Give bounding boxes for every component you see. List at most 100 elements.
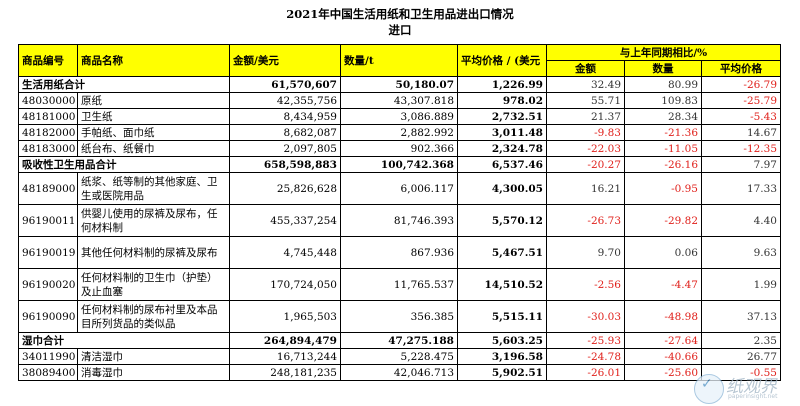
cell-yoy-quantity: -29.82 [624,204,702,237]
cell-yoy-amount: -26.01 [546,364,625,381]
row-total-label: 湿巾合计 [18,332,230,349]
cell-quantity: 6,006.117 [340,172,458,205]
cell-avg-price: 3,011.48 [457,124,547,141]
cell-yoy-amount: 16.21 [546,172,625,205]
cell-quantity: 47,275.188 [340,332,458,349]
watermark-text: 纸观界 [726,377,777,397]
watermark-logo: ✓ 纸观界 paperinsight.net [694,370,794,404]
cell-yoy-price: -0.55 [701,364,781,381]
cell-yoy-amount: -30.03 [546,300,625,333]
cell-amount: 2,097,805 [229,140,341,157]
cell-code: 96190090 [18,300,78,333]
cell-code: 34011990 [18,348,78,365]
table-row: 生活用纸合计 61,570,607 50,180.07 1,226.99 32.49 80… [18,76,781,93]
cell-yoy-quantity: -48.98 [624,300,702,333]
cell-name: 任何材料制的卫生巾（护垫）及止血塞 [77,268,230,301]
cell-quantity: 81,746.393 [340,204,458,237]
table-row: 48182000 手帕纸、面巾纸 8,682,087 2,882.992 3,011.4… [18,124,781,141]
cell-amount: 455,337,254 [229,204,341,237]
page-subtitle: 进口 [388,23,412,37]
cell-amount: 8,434,959 [229,108,341,125]
cell-quantity: 100,742.368 [340,156,458,173]
cell-yoy-price: 17.33 [701,172,781,205]
cell-yoy-quantity: -27.64 [624,332,702,349]
cell-yoy-quantity: -25.60 [624,364,702,381]
cell-yoy-amount: 9.70 [546,236,625,269]
table-row: 湿巾合计 264,894,479 47,275.188 5,603.25 -25.93-… [18,332,781,349]
cell-quantity: 3,086.889 [340,108,458,125]
cell-quantity: 11,765.537 [340,268,458,301]
header-yoy-quantity: 数量 [624,60,702,77]
cell-avg-price: 3,196.58 [457,348,547,365]
cell-code: 48183000 [18,140,78,157]
cell-amount: 170,724,050 [229,268,341,301]
row-total-label: 吸收性卫生用品合计 [18,156,230,173]
table-row: 48030000 原纸 42,355,756 43,307.818 978.02 55.7… [18,92,781,109]
cell-avg-price: 5,603.25 [457,332,547,349]
header-name: 商品名称 [77,44,230,77]
cell-yoy-quantity: -0.95 [624,172,702,205]
cell-yoy-quantity: -40.66 [624,348,702,365]
cell-quantity: 356.385 [340,300,458,333]
cell-avg-price: 2,732.51 [457,108,547,125]
cell-code: 48030000 [18,92,78,109]
table-row: 96190011 供婴儿使用的尿裤及尿布，任何材料制 455,337,254 81,7… [18,204,781,237]
cell-yoy-quantity: -21.36 [624,124,702,141]
cell-yoy-price: -5.43 [701,108,781,125]
header-amount: 金额/美元 [229,44,341,77]
cell-yoy-price: 7.97 [701,156,781,173]
cell-yoy-quantity: -26.16 [624,156,702,173]
cell-avg-price: 1,226.99 [457,76,547,93]
cell-amount: 16,713,244 [229,348,341,365]
watermark-circle-icon [694,374,724,404]
table-row: 吸收性卫生用品合计 658,598,883 100,742.368 6,537.46-… [18,156,781,173]
cell-code: 96190020 [18,268,78,301]
cell-avg-price: 5,515.11 [457,300,547,333]
cell-avg-price: 2,324.78 [457,140,547,157]
cell-name: 其他任何材料制的尿裤及尿布 [77,236,230,269]
cell-quantity: 42,046.713 [340,364,458,381]
cell-avg-price: 14,510.52 [457,268,547,301]
cell-code: 38089400 [18,364,78,381]
cell-amount: 1,965,503 [229,300,341,333]
table-row: 48183000 纸台布、纸餐巾 2,097,805 902.366 2,324.78-… [18,140,781,157]
cell-avg-price: 5,570.12 [457,204,547,237]
cell-yoy-amount: 55.71 [546,92,625,109]
cell-yoy-amount: -24.78 [546,348,625,365]
cell-yoy-price: 14.67 [701,124,781,141]
header-yoy-amount: 金额 [546,60,625,77]
cell-code: 48181000 [18,108,78,125]
cell-quantity: 50,180.07 [340,76,458,93]
cell-yoy-price: 2.35 [701,332,781,349]
cell-yoy-quantity: -11.05 [624,140,702,157]
table-row: 96190020 任何材料制的卫生巾（护垫）及止血塞 170,724,050 11,7… [18,268,781,301]
cell-yoy-amount: -20.27 [546,156,625,173]
cell-yoy-amount: -22.03 [546,140,625,157]
cell-yoy-quantity: 28.34 [624,108,702,125]
cell-amount: 61,570,607 [229,76,341,93]
table-row: 96190019 其他任何材料制的尿裤及尿布 4,745,448 867.936 5,4… [18,236,781,269]
cell-yoy-price: 4.40 [701,204,781,237]
cell-avg-price: 5,902.51 [457,364,547,381]
cell-name: 任何材料制的尿布衬里及本品目所列货品的类似品 [77,300,230,333]
page-title: 2021年中国生活用纸和卫生用品进出口情况 [286,7,514,21]
header-avg-price: 平均价格 / (美元 [457,44,547,77]
cell-yoy-quantity: 80.99 [624,76,702,93]
cell-yoy-quantity: -4.47 [624,268,702,301]
cell-amount: 248,181,235 [229,364,341,381]
cell-yoy-amount: -25.93 [546,332,625,349]
cell-name: 供婴儿使用的尿裤及尿布，任何材料制 [77,204,230,237]
cell-yoy-amount: -9.83 [546,124,625,141]
cell-code: 48182000 [18,124,78,141]
check-icon: ✓ [701,376,713,392]
cell-name: 纸台布、纸餐巾 [77,140,230,157]
cell-avg-price: 4,300.05 [457,172,547,205]
cell-quantity: 867.936 [340,236,458,269]
cell-yoy-price: 1.99 [701,268,781,301]
cell-yoy-price: -12.35 [701,140,781,157]
import-table: 商品编号 商品名称 金额/美元 数量/t 平均价格 / (美元 与上年同期相比/… [18,44,781,381]
cell-amount: 25,826,628 [229,172,341,205]
cell-yoy-price: -26.79 [701,76,781,93]
cell-yoy-amount: -2.56 [546,268,625,301]
cell-yoy-price: 37.13 [701,300,781,333]
